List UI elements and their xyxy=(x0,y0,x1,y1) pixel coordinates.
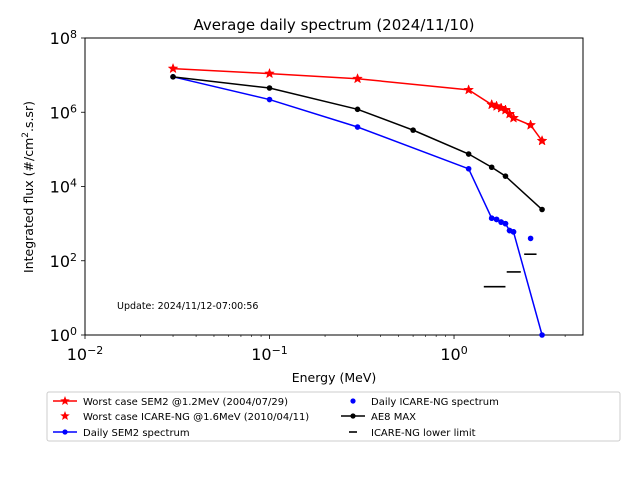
data-point-star xyxy=(352,73,363,84)
x-tick-label-base: 10 xyxy=(67,345,87,364)
y-tick-label-exponent: 4 xyxy=(70,176,77,189)
series-4 xyxy=(488,215,534,242)
data-point xyxy=(510,229,517,235)
y-tick-label: 102 xyxy=(50,250,77,271)
series-3 xyxy=(486,98,548,146)
x-tick-label-exponent: −1 xyxy=(272,344,288,357)
legend-label: Daily SEM2 spectrum xyxy=(83,428,190,439)
legend-dot-marker xyxy=(62,429,68,435)
y-tick-label-base: 10 xyxy=(50,252,70,271)
x-tick-label-base: 10 xyxy=(251,345,271,364)
data-point-star xyxy=(504,108,516,119)
y-tick-label-base: 10 xyxy=(50,29,70,48)
data-point xyxy=(266,96,273,103)
data-point-star xyxy=(508,112,519,123)
data-point xyxy=(410,127,416,133)
y-tick-label: 106 xyxy=(50,102,77,123)
data-point xyxy=(539,332,545,338)
series-line xyxy=(172,76,543,211)
y-axis-label-superscript: 2 xyxy=(21,132,31,138)
legend-label: Worst case ICARE-NG @1.6MeV (2010/04/11) xyxy=(83,412,309,423)
data-point-star xyxy=(264,67,275,79)
data-point-star xyxy=(463,84,475,95)
y-tick-label: 100 xyxy=(50,325,77,346)
x-tick-label-exponent: 0 xyxy=(461,344,468,357)
legend-star-marker xyxy=(60,411,70,421)
legend-label: Daily ICARE-NG spectrum xyxy=(371,397,499,408)
y-tick-label-base: 10 xyxy=(50,326,70,345)
y-tick-label-exponent: 6 xyxy=(70,102,77,115)
legend-item: Daily ICARE-NG spectrum xyxy=(350,397,499,408)
data-point xyxy=(502,173,509,179)
legend-item: Worst case ICARE-NG @1.6MeV (2010/04/11) xyxy=(60,411,309,423)
data-point xyxy=(354,124,361,130)
y-tick-label-base: 10 xyxy=(50,103,70,122)
legend-star-marker xyxy=(60,396,70,406)
data-point xyxy=(488,164,495,171)
y-tick-label-base: 10 xyxy=(50,178,70,197)
series-2 xyxy=(170,74,545,213)
data-point xyxy=(465,165,472,172)
data-point xyxy=(170,74,176,80)
y-tick-label-exponent: 0 xyxy=(70,325,77,338)
y-tick-label-exponent: 8 xyxy=(70,28,77,41)
data-point-star xyxy=(500,104,511,115)
data-point xyxy=(539,206,545,213)
legend-label: ICARE-NG lower limit xyxy=(371,428,476,439)
legend-box xyxy=(46,391,621,442)
legend-item: ICARE-NG lower limit xyxy=(349,428,476,439)
legend-item: Daily SEM2 spectrum xyxy=(53,428,190,439)
chart-title: Average daily spectrum (2024/11/10) xyxy=(194,16,475,34)
data-point xyxy=(493,216,500,223)
data-point xyxy=(266,85,273,91)
x-tick-label: 100 xyxy=(440,344,467,365)
y-axis-label-part-2: .s.sr) xyxy=(21,101,36,132)
x-tick-label: 10−2 xyxy=(67,344,104,365)
update-annotation: Update: 2024/11/12-07:00:56 xyxy=(117,301,258,312)
plot-frame xyxy=(84,37,584,336)
data-point xyxy=(527,235,534,242)
series-5 xyxy=(483,253,537,288)
x-axis-label: Energy (MeV) xyxy=(292,370,377,385)
x-tick-label: 10−1 xyxy=(251,344,288,365)
x-tick-label-base: 10 xyxy=(440,345,460,364)
legend-dot-marker xyxy=(350,398,356,404)
data-point-star xyxy=(491,100,502,111)
y-axis-label: Integrated flux (#/cm2.s.sr) xyxy=(21,101,36,273)
legend-label: Worst case SEM2 @1.2MeV (2004/07/29) xyxy=(83,397,288,408)
legend-item: AE8 MAX xyxy=(341,412,416,423)
y-tick-label: 108 xyxy=(50,28,77,49)
data-point-star xyxy=(536,135,548,146)
legend-dot-marker xyxy=(350,413,356,419)
data-point-star xyxy=(167,62,179,74)
data-point xyxy=(354,106,361,113)
legend: Worst case SEM2 @1.2MeV (2004/07/29) Wors… xyxy=(46,391,621,442)
data-point-star xyxy=(486,98,498,110)
data-point xyxy=(465,151,472,157)
y-tick-label: 104 xyxy=(50,176,77,197)
legend-label: AE8 MAX xyxy=(371,412,416,423)
x-tick-label-exponent: −2 xyxy=(87,344,103,357)
data-point xyxy=(502,220,509,227)
y-tick-label-exponent: 2 xyxy=(70,250,77,263)
series-1 xyxy=(170,74,545,338)
data-point xyxy=(488,215,495,221)
legend-item: Worst case SEM2 @1.2MeV (2004/07/29) xyxy=(53,396,288,408)
series-line xyxy=(172,76,543,336)
data-point xyxy=(498,219,504,225)
y-axis-label-part-1: Integrated flux (#/cm xyxy=(21,138,36,273)
data-point-star xyxy=(525,119,537,130)
